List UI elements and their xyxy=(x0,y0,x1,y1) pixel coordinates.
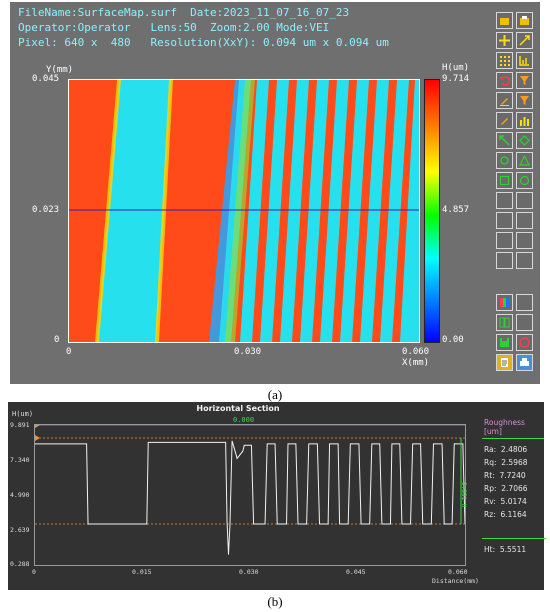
filter-funnel-icon[interactable] xyxy=(516,72,533,89)
y-tick: 7.340 xyxy=(10,456,30,464)
palette-icon[interactable] xyxy=(496,294,513,311)
blank-6-icon[interactable] xyxy=(516,232,533,249)
grid-dots-icon[interactable] xyxy=(496,52,513,69)
rotate-icon[interactable] xyxy=(496,152,513,169)
colorbar-tick: 0.00 xyxy=(442,335,464,345)
roughness-rq: Rq: 2.5968 xyxy=(484,458,528,467)
help-icon[interactable] xyxy=(516,334,533,351)
y-tick: 9.891 xyxy=(10,421,30,429)
pencil-icon[interactable] xyxy=(496,92,513,109)
bar-chart-icon[interactable] xyxy=(516,112,533,129)
blank-10-icon[interactable] xyxy=(516,314,533,331)
x-tick: 0.030 xyxy=(234,347,262,357)
crosshair-plus-icon[interactable] xyxy=(496,32,513,49)
save-folder-icon[interactable] xyxy=(516,12,533,29)
operator-info-line: Operator:Operator Lens:50 Zoom:2.00 Mode… xyxy=(18,21,330,34)
expand-arrows-icon[interactable] xyxy=(516,32,533,49)
section-profile-line xyxy=(35,440,466,555)
caption-a: (a) xyxy=(267,387,283,402)
x-tick: 0.015 xyxy=(132,568,152,576)
print-icon[interactable] xyxy=(516,354,533,371)
colorbar-tick: 9.714 xyxy=(442,74,470,84)
horizontal-section-window: Horizontal Section H(um) 0.000 9.891 7.3… xyxy=(8,402,546,590)
stats-icon[interactable] xyxy=(516,52,533,69)
x-tick: 0.060 xyxy=(448,568,468,576)
x-axis-label: Distance(mm) xyxy=(432,577,479,585)
diamond-icon[interactable] xyxy=(516,132,533,149)
blank-7-icon[interactable] xyxy=(496,252,513,269)
blank-4-icon[interactable] xyxy=(516,212,533,229)
y-tick: 0.023 xyxy=(32,205,60,215)
roughness-ra: Ra: 2.4806 xyxy=(484,445,528,454)
open-folder-icon[interactable] xyxy=(496,12,513,29)
blank-2-icon[interactable] xyxy=(516,192,533,209)
cursor-marker-1[interactable] xyxy=(35,434,40,441)
blank-9-icon[interactable] xyxy=(516,294,533,311)
height-span-label: 5.551 H xyxy=(460,482,467,508)
blank-8-icon[interactable] xyxy=(516,252,533,269)
selection-value: 0.000 xyxy=(233,416,255,424)
y-tick: 0 xyxy=(54,335,60,345)
x-tick: 0.030 xyxy=(239,568,259,576)
profile-icon[interactable] xyxy=(496,314,513,331)
x-tick: 0.045 xyxy=(346,568,366,576)
colorbar-tick: 4.857 xyxy=(442,205,470,215)
y-axis-label: H(um) xyxy=(12,410,34,418)
roughness-rp: Rp: 2.7066 xyxy=(484,484,528,493)
disk-icon[interactable] xyxy=(496,334,513,351)
y-tick: 0.045 xyxy=(32,74,60,84)
blank-5-icon[interactable] xyxy=(496,232,513,249)
height-colorbar xyxy=(424,79,440,343)
surface-height-map[interactable] xyxy=(68,79,420,343)
colorbar-label: H(um) xyxy=(442,63,470,73)
section-profile-plot[interactable] xyxy=(34,422,466,566)
x-tick: 0 xyxy=(66,347,72,357)
section-title: Horizontal Section xyxy=(196,404,280,413)
file-info-line: FileName:SurfaceMap.surf Date:2023_11_07… xyxy=(18,6,350,19)
y-tick: 0.288 xyxy=(10,560,30,568)
square-outline-icon[interactable] xyxy=(496,172,513,189)
diagonal-arrow-icon[interactable] xyxy=(496,132,513,149)
filter-funnel-2-icon[interactable] xyxy=(516,92,533,109)
caption-b: (b) xyxy=(267,594,283,609)
roughness-rv: Rv: 5.0174 xyxy=(484,497,527,506)
cursor-marker-0[interactable] xyxy=(35,422,40,428)
y-tick: 2.639 xyxy=(10,526,30,534)
x-tick: 0 xyxy=(32,568,36,576)
roughness-title: Roughness [um] xyxy=(482,416,544,439)
y-axis-label: Y(mm) xyxy=(46,65,74,75)
roughness-rz: Rz: 6.1164 xyxy=(484,510,527,519)
pencil-2-icon[interactable] xyxy=(496,112,513,129)
x-tick: 0.060 xyxy=(402,347,430,357)
report-icon[interactable] xyxy=(496,354,513,371)
undo-arrow-icon[interactable] xyxy=(496,72,513,89)
x-axis-label: X(mm) xyxy=(402,358,430,368)
roughness-rt: Rt: 7.7240 xyxy=(484,471,526,480)
roughness-ht: Ht: 5.5511 xyxy=(482,538,546,556)
triangle-icon[interactable] xyxy=(516,152,533,169)
circle-outline-icon[interactable] xyxy=(516,172,533,189)
pixel-info-line: Pixel: 640 x 480 Resolution(XxY): 0.094 … xyxy=(18,36,389,49)
blank-1-icon[interactable] xyxy=(496,192,513,209)
blank-3-icon[interactable] xyxy=(496,212,513,229)
surface-map-window: FileName:SurfaceMap.surf Date:2023_11_07… xyxy=(10,2,540,384)
roughness-panel: Roughness [um] Ra: 2.4806 Rq: 2.5968 Rt:… xyxy=(482,416,546,586)
y-tick: 4.990 xyxy=(10,491,30,499)
